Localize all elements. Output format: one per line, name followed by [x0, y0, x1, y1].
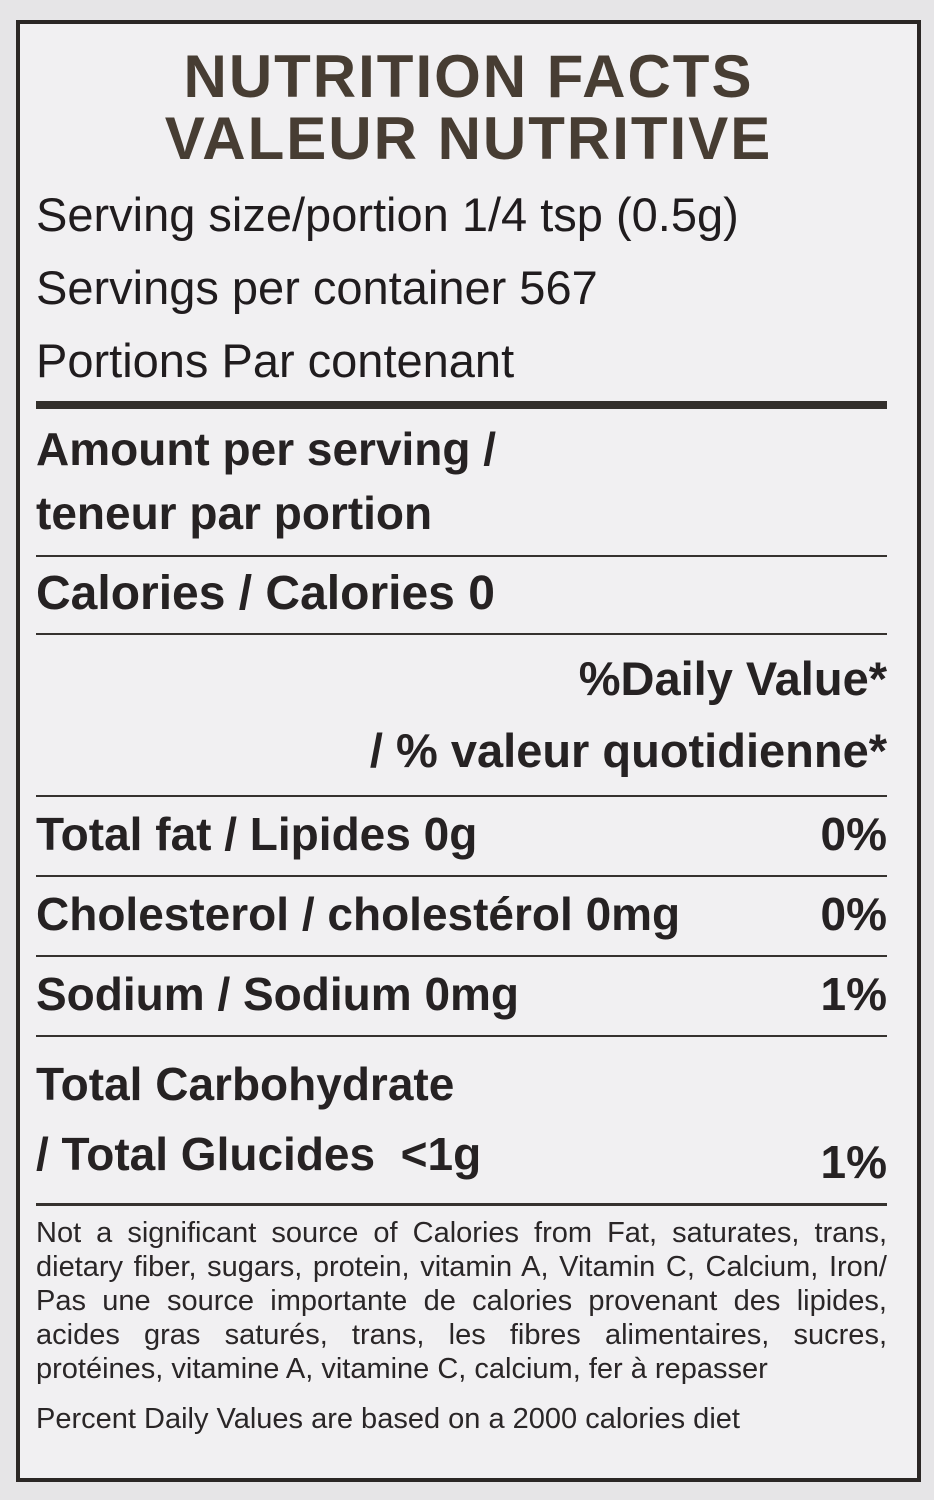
nutrient-daily-value: 0%	[820, 808, 887, 860]
divider	[36, 955, 887, 957]
nutrient-name: Total Carbohydrate / Total Glucides <1g	[36, 1049, 481, 1189]
calories-line: Calories / Calories 0	[36, 567, 495, 620]
servings-per-container-line: Servings per container 567	[36, 261, 598, 314]
divider	[36, 795, 887, 797]
nutrient-row-total-fat: Total fat / Lipides 0g 0%	[36, 797, 887, 875]
nutrient-name-line2: / Total Glucides <1g	[36, 1128, 482, 1180]
nutrient-name: Total fat / Lipides 0g	[36, 808, 478, 860]
divider	[36, 1035, 887, 1037]
footnote-text: Not a significant source of Calories fro…	[36, 1217, 887, 1385]
nutrient-name: Cholesterol / cholestérol 0mg	[36, 888, 681, 940]
title-french: VALEUR NUTRITIVE	[164, 105, 773, 172]
nutrient-daily-value: 1%	[820, 968, 887, 1020]
nutrient-daily-value: 0%	[820, 888, 887, 940]
nutrient-row-carbohydrate: Total Carbohydrate / Total Glucides <1g …	[36, 1037, 887, 1203]
nutrition-facts-label: NUTRITION FACTS VALEUR NUTRITIVE Serving…	[16, 20, 921, 1482]
nutrient-row-sodium: Sodium / Sodium 0mg 1%	[36, 957, 887, 1035]
daily-value-header: %Daily Value* / % valeur quotidienne*	[36, 643, 887, 787]
medium-divider	[36, 1203, 887, 1206]
daily-value-fr: / % valeur quotidienne*	[369, 724, 887, 777]
percent-daily-values-note: Percent Daily Values are based on a 2000…	[36, 1403, 740, 1435]
thick-divider	[36, 401, 887, 409]
amount-per-serving: Amount per serving / teneur par portion	[36, 417, 887, 545]
serving-info: Serving size/portion 1/4 tsp (0.5g) Serv…	[20, 178, 917, 397]
divider	[36, 555, 887, 557]
divider	[36, 633, 887, 635]
amount-per-serving-fr: teneur par portion	[36, 487, 433, 539]
nutrient-name: Sodium / Sodium 0mg	[36, 968, 520, 1020]
amount-per-serving-en: Amount per serving /	[36, 423, 497, 475]
nutrient-name-line1: Total Carbohydrate	[36, 1058, 455, 1110]
portions-par-contenant-line: Portions Par contenant	[36, 334, 515, 387]
serving-size-line: Serving size/portion 1/4 tsp (0.5g)	[36, 188, 739, 241]
divider	[36, 875, 887, 877]
title-english: NUTRITION FACTS	[183, 43, 754, 110]
nutrient-daily-value: 1%	[820, 1136, 887, 1188]
nutrient-row-cholesterol: Cholesterol / cholestérol 0mg 0%	[36, 877, 887, 955]
label-title: NUTRITION FACTS VALEUR NUTRITIVE	[20, 46, 917, 170]
daily-value-en: %Daily Value*	[578, 652, 887, 705]
